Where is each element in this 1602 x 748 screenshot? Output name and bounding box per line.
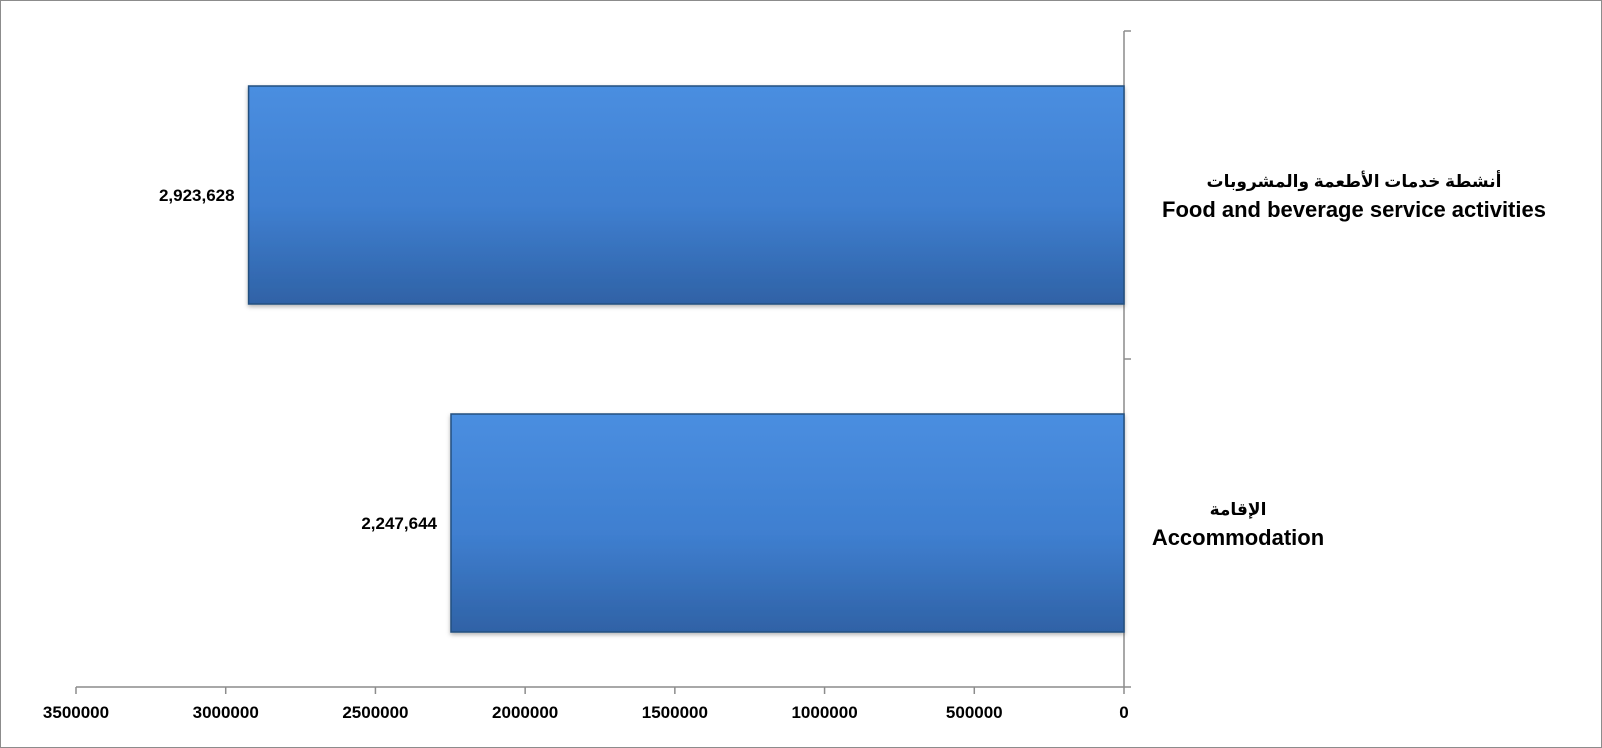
x-tick-label: 2000000 <box>492 703 558 722</box>
axis-layer: 0 500000 1000000 1500000 2000000 2500000 30000… <box>43 30 1131 722</box>
bar <box>450 413 1125 633</box>
x-tick-label: 1500000 <box>642 703 708 722</box>
data-label: 2,247,644 <box>361 514 437 533</box>
label-layer: 2,923,628 أنشطة خدمات الأطعمة والمشروبات F… <box>159 170 1546 550</box>
category-label-english: Accommodation <box>1152 525 1324 550</box>
x-tick-label: 3500000 <box>43 703 109 722</box>
bar <box>247 85 1125 305</box>
category-label-english: Food and beverage service activities <box>1162 197 1546 222</box>
x-tick-label: 3000000 <box>193 703 259 722</box>
category-label-arabic: أنشطة خدمات الأطعمة والمشروبات <box>1207 170 1502 192</box>
category-label-arabic: الإقامة <box>1210 500 1267 519</box>
x-tick-label: 0 <box>1119 703 1128 722</box>
x-tick-label: 2500000 <box>342 703 408 722</box>
data-label: 2,923,628 <box>159 186 235 205</box>
bar-layer <box>247 85 1125 633</box>
x-tick-label: 500000 <box>946 703 1003 722</box>
x-tick-label: 1000000 <box>791 703 857 722</box>
